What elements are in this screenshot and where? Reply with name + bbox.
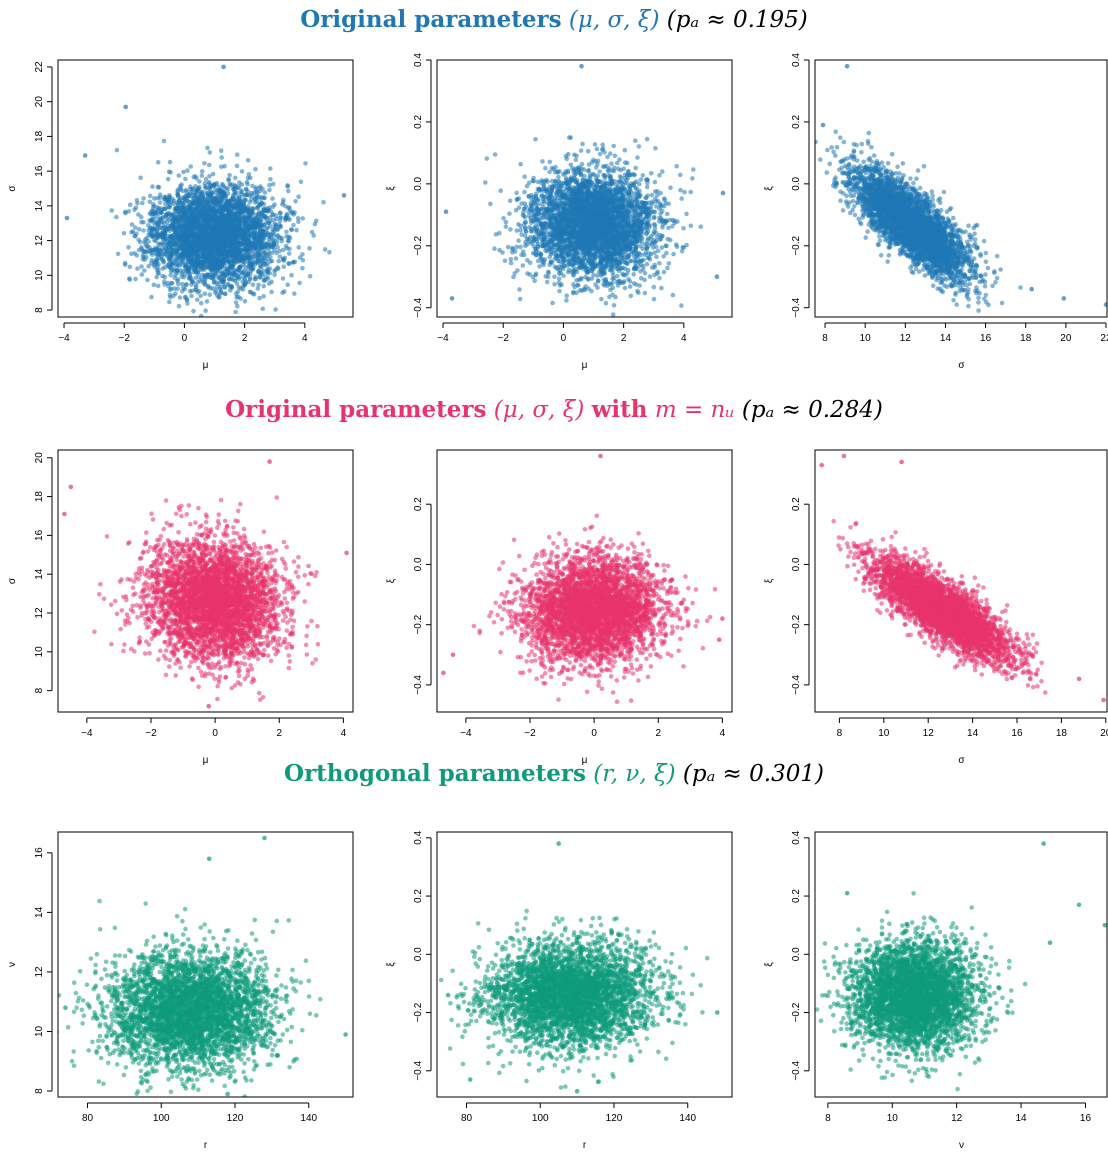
- row-title-params: (μ, σ, ξ): [569, 7, 660, 33]
- row-title-lead: Original parameters: [300, 6, 561, 33]
- row-title-original: Original parameters (μ, σ, ξ) (pₐ ≈ 0.19…: [0, 6, 1108, 33]
- row-title-original-m-nu: Original parameters (μ, σ, ξ) with m = n…: [0, 396, 1108, 423]
- row-title-lead: Original parameters: [225, 396, 486, 423]
- row-title-with: with: [592, 396, 648, 423]
- row-title-acceptance: (pₐ ≈ 0.284): [742, 397, 883, 423]
- row-title-acceptance: (pₐ ≈ 0.195): [667, 7, 808, 33]
- row-title-condition: m = nᵤ: [655, 397, 735, 423]
- row-title-params: (μ, σ, ξ): [494, 397, 585, 423]
